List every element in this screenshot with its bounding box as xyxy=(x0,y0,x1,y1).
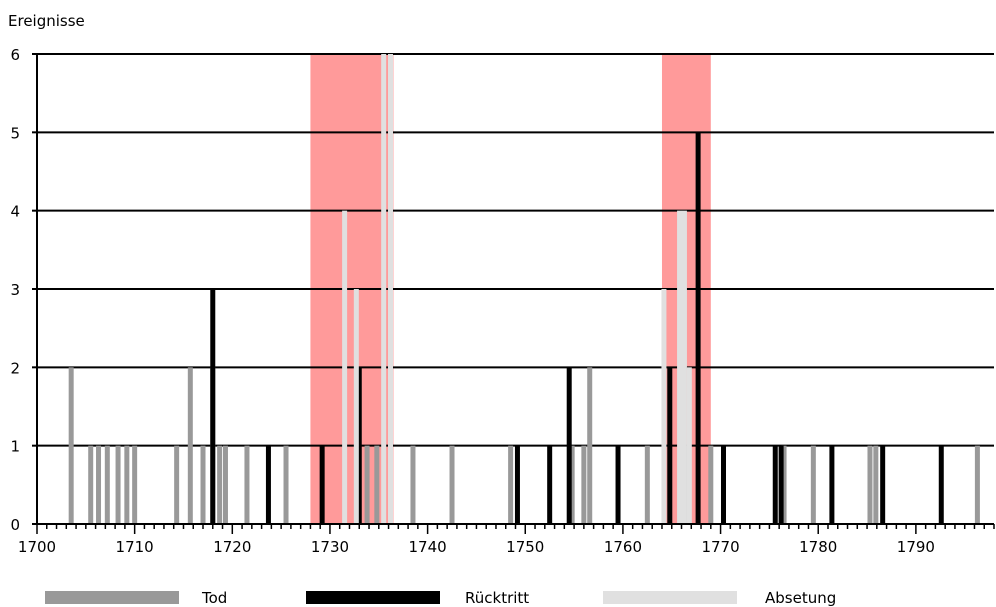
ticks: 0 1 2 3 4 5 6 1700 1710 1720 1730 1740 1750 1760 1770 1… xyxy=(10,46,995,556)
bar-tod-26 xyxy=(781,445,787,524)
x-tick-label-1730: 1730 xyxy=(311,538,349,556)
y-tick-label-5: 5 xyxy=(10,124,20,142)
legend-swatch-rücktritt xyxy=(306,591,440,604)
bar-absetung-5 xyxy=(677,210,683,524)
x-tick-label-1720: 1720 xyxy=(213,538,251,556)
bar-absetung-3 xyxy=(388,54,394,524)
bar-absetung-0 xyxy=(342,210,348,524)
bar-rücktritt-0 xyxy=(210,289,216,524)
legend-swatch-tod xyxy=(45,591,179,604)
bar-tod-20 xyxy=(569,445,575,524)
bar-rücktritt-4 xyxy=(514,445,520,524)
bar-rücktritt-13 xyxy=(829,445,835,524)
x-tick-label-1750: 1750 xyxy=(506,538,544,556)
bar-tod-23 xyxy=(644,445,650,524)
bar-tod-14 xyxy=(283,445,289,524)
bar-tod-0 xyxy=(68,367,74,524)
bar-tod-12 xyxy=(222,445,228,524)
bar-rücktritt-9 xyxy=(695,132,701,525)
x-tick-label-1790: 1790 xyxy=(897,538,935,556)
bar-tod-22 xyxy=(587,367,593,524)
x-tick-label-1770: 1770 xyxy=(701,538,739,556)
bar-rücktritt-10 xyxy=(721,445,727,524)
bar-tod-28 xyxy=(867,445,873,524)
legend: Tod Rücktritt Absetung xyxy=(45,589,836,607)
legend-swatch-absetung xyxy=(603,591,737,604)
bar-tod-15 xyxy=(364,445,370,524)
bar-tod-11 xyxy=(217,445,223,524)
bar-tod-9 xyxy=(200,445,206,524)
bar-tod-8 xyxy=(187,367,193,524)
x-tick-label-1700: 1700 xyxy=(18,538,56,556)
bars xyxy=(68,54,980,525)
bar-tod-4 xyxy=(115,445,121,524)
x-tick-label-1740: 1740 xyxy=(409,538,447,556)
bar-tod-18 xyxy=(449,445,455,524)
bar-rücktritt-2 xyxy=(319,445,325,524)
bar-rücktritt-7 xyxy=(615,445,621,524)
y-tick-label-1: 1 xyxy=(10,438,20,456)
bar-rücktritt-8 xyxy=(667,367,673,524)
legend-label-tod: Tod xyxy=(201,589,227,607)
bar-rücktritt-12 xyxy=(778,445,784,524)
bar-rücktritt-3 xyxy=(356,367,362,524)
bar-absetung-1 xyxy=(353,289,359,524)
bar-rücktritt-11 xyxy=(772,445,778,524)
bar-tod-17 xyxy=(410,445,416,524)
bar-rücktritt-6 xyxy=(566,367,572,524)
bar-tod-7 xyxy=(174,445,180,524)
y-tick-label-0: 0 xyxy=(10,516,20,534)
bar-tod-2 xyxy=(96,445,102,524)
bar-absetung-4 xyxy=(661,289,667,524)
bar-tod-13 xyxy=(244,445,250,524)
bar-tod-27 xyxy=(810,445,816,524)
legend-label-rücktritt: Rücktritt xyxy=(465,589,529,607)
bar-tod-1 xyxy=(88,445,94,524)
y-tick-label-4: 4 xyxy=(10,203,20,221)
bar-tod-25 xyxy=(708,445,714,524)
bar-tod-21 xyxy=(581,445,587,524)
bar-tod-19 xyxy=(508,445,514,524)
legend-label-absetung: Absetung xyxy=(765,589,836,607)
x-tick-label-1780: 1780 xyxy=(799,538,837,556)
x-tick-label-1760: 1760 xyxy=(604,538,642,556)
bar-rücktritt-14 xyxy=(880,445,886,524)
bar-tod-16 xyxy=(374,445,380,524)
y-tick-label-3: 3 xyxy=(10,281,20,299)
y-tick-label-6: 6 xyxy=(10,46,20,64)
bar-rücktritt-1 xyxy=(265,445,271,524)
gridlines xyxy=(37,53,994,447)
bar-absetung-6 xyxy=(681,210,687,524)
x-tick-label-1710: 1710 xyxy=(116,538,154,556)
bar-tod-29 xyxy=(873,445,879,524)
bar-rücktritt-15 xyxy=(938,445,944,524)
bar-tod-6 xyxy=(132,445,138,524)
bar-tod-30 xyxy=(974,445,980,524)
y-axis-label: Ereignisse xyxy=(8,12,85,30)
bar-rücktritt-5 xyxy=(547,445,553,524)
bar-tod-3 xyxy=(104,445,110,524)
bar-tod-5 xyxy=(124,445,130,524)
bar-absetung-7 xyxy=(686,367,692,524)
y-tick-label-2: 2 xyxy=(10,359,20,377)
bar-absetung-2 xyxy=(381,54,387,524)
